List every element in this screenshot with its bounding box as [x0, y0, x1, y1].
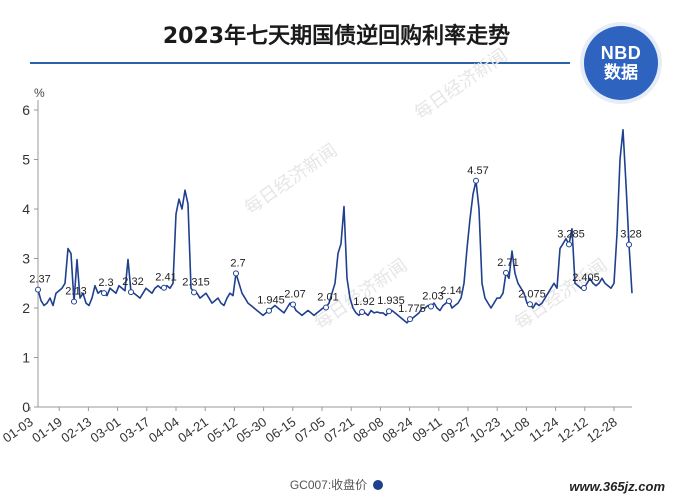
data-label: 2.405: [572, 272, 600, 284]
data-point: [71, 298, 77, 305]
data-point: [386, 308, 392, 315]
x-tick-label: 08-24: [379, 414, 415, 445]
x-tick-label: 09-27: [438, 414, 474, 445]
data-label: 2.14: [440, 285, 461, 297]
data-label: 1.92: [353, 296, 374, 308]
chart-title: 2023年七天期国债逆回购利率走势: [162, 24, 511, 49]
data-point: [233, 270, 239, 277]
legend: GC007:收盘价: [0, 476, 673, 493]
data-label: 2.13: [65, 286, 86, 298]
data-label: 2.01: [317, 292, 338, 304]
site-credit: www.365jz.com: [569, 479, 665, 494]
data-label: 2.37: [29, 274, 50, 286]
legend-label: GC007:收盘价: [289, 478, 368, 492]
data-point: [407, 316, 413, 323]
data-point: [191, 289, 197, 296]
data-label: 2.03: [422, 291, 443, 303]
y-tick-label: 2: [22, 300, 30, 316]
x-tick-label: 01-19: [29, 414, 65, 445]
data-point: [266, 307, 272, 314]
y-tick-label: 4: [22, 201, 30, 217]
data-point: [446, 298, 452, 305]
data-point: [128, 289, 134, 296]
y-tick-label: 6: [22, 102, 30, 118]
x-tick-label: 02-13: [58, 414, 94, 445]
data-point: [35, 286, 41, 293]
data-label: 2.075: [518, 288, 546, 300]
watermark-text: 每日经济新闻: [411, 45, 512, 124]
x-tick-label: 06-15: [263, 414, 299, 445]
data-point: [626, 241, 632, 248]
logo-text-data: 数据: [604, 63, 638, 83]
data-label: 3.28: [620, 229, 641, 241]
data-label: 2.315: [182, 276, 210, 288]
series-line-gc007: [37, 129, 633, 324]
legend-marker-icon: [373, 479, 384, 490]
data-label: 1.775: [398, 303, 426, 315]
data-point: [290, 301, 296, 308]
data-label: 2.32: [122, 276, 143, 288]
nbd-logo: NBD 数据: [584, 26, 658, 100]
data-label: 4.57: [467, 165, 488, 177]
data-point: [473, 177, 479, 184]
x-tick-label: 05-12: [204, 414, 240, 445]
x-tick-label: 11-08: [497, 414, 532, 445]
x-tick-label: 08-08: [350, 414, 386, 445]
data-label: 2.7: [230, 257, 245, 269]
x-tick-label: 09-11: [409, 414, 444, 445]
logo-text-nbd: NBD: [600, 43, 642, 63]
x-tick-label: 01-03: [0, 414, 36, 445]
x-tick-label: 05-30: [233, 414, 269, 445]
data-label: 3.285: [557, 228, 585, 240]
x-tick-label: 07-05: [292, 414, 328, 445]
data-point: [428, 303, 434, 310]
x-tick-label: 03-17: [117, 414, 153, 445]
x-tick-label: 04-21: [175, 414, 211, 445]
data-label: 2.3: [98, 277, 113, 289]
data-label: 2.71: [497, 257, 518, 269]
data-point: [566, 241, 572, 248]
watermark-text: 每日经济新闻: [241, 140, 342, 219]
x-tick-label: 12-12: [555, 414, 591, 445]
data-point: [503, 269, 509, 276]
y-tick-label: 5: [22, 152, 30, 168]
y-axis-unit: %: [34, 86, 45, 100]
y-tick-label: 1: [22, 350, 30, 366]
data-label: 2.41: [155, 272, 176, 284]
y-tick-label: 0: [22, 399, 30, 415]
data-label: 2.07: [284, 289, 305, 301]
data-point: [161, 284, 167, 291]
data-label: 1.935: [377, 295, 405, 307]
x-tick-label: 12-28: [584, 414, 620, 445]
x-tick-label: 04-04: [146, 414, 182, 445]
data-point: [323, 304, 329, 311]
y-tick-label: 3: [22, 251, 30, 267]
data-point: [527, 301, 533, 308]
data-point: [101, 290, 107, 297]
data-label: 1.945: [257, 295, 285, 307]
data-point: [581, 284, 587, 291]
x-tick-label: 03-01: [87, 414, 123, 445]
x-tick-label: 11-24: [526, 414, 561, 445]
x-tick-label: 10-23: [467, 414, 503, 445]
title-underline: [30, 62, 570, 64]
data-point: [359, 308, 365, 315]
x-tick-label: 07-21: [321, 414, 357, 445]
